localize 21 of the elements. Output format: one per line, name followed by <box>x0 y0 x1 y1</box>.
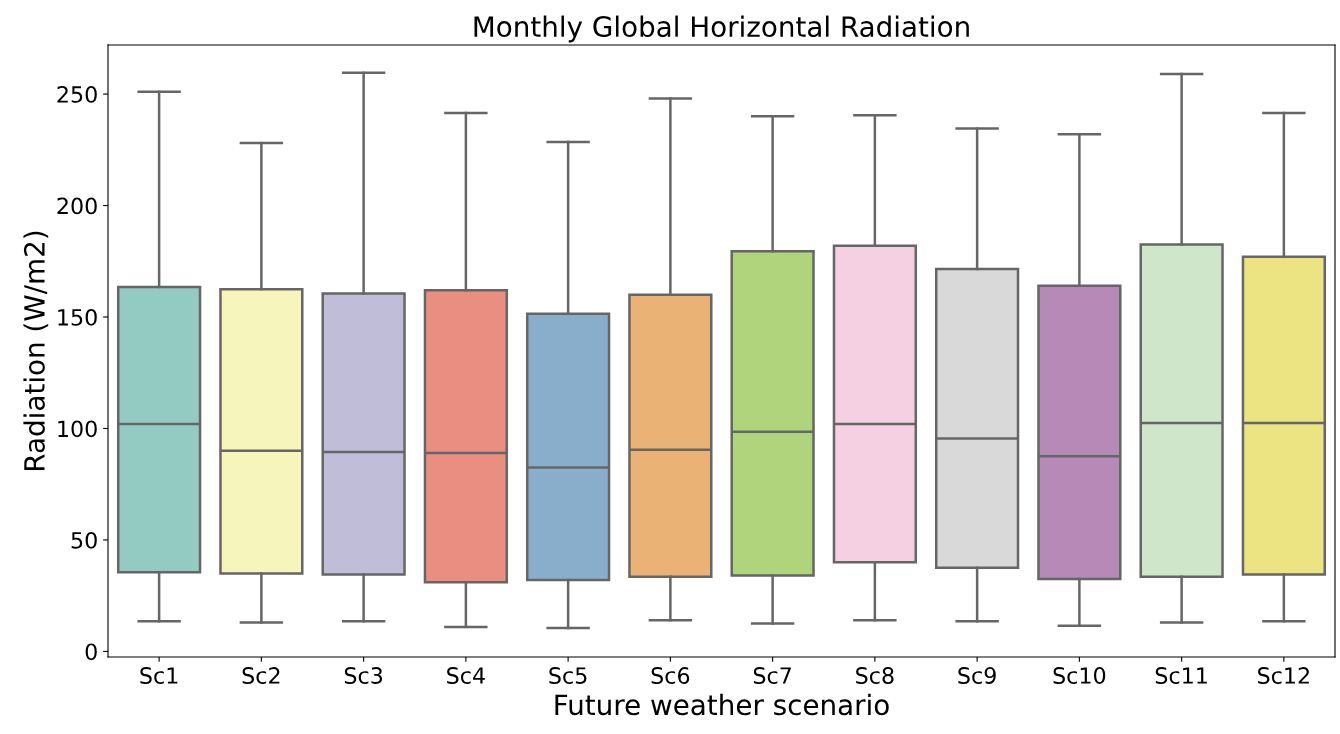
y-tick-label: 150 <box>58 308 97 326</box>
x-tick-label: Sc5 <box>549 667 587 684</box>
x-tick-label: Sc4 <box>447 667 485 684</box>
y-tick-label: 200 <box>57 197 97 215</box>
x-axis-title: Future weather scenario <box>555 693 889 716</box>
x-tick-label: Sc1 <box>140 667 178 684</box>
chart-title: Monthly Global Horizontal Radiation <box>474 15 969 43</box>
y-tick-label: 250 <box>57 86 97 103</box>
x-tick-label: Sc3 <box>344 667 383 684</box>
x-tick-label: Sc10 <box>1053 667 1106 684</box>
x-tick-label: Sc2 <box>242 667 280 684</box>
y-tick-label: 0 <box>85 643 97 661</box>
y-tick-label: 50 <box>71 531 97 549</box>
x-tick-label: Sc6 <box>651 667 690 684</box>
y-axis-title: Radiation (W/m2) <box>23 231 49 470</box>
x-tick-label: Sc8 <box>856 667 894 684</box>
y-tick-label: 100 <box>58 420 97 438</box>
x-tick-label: Sc12 <box>1258 667 1309 684</box>
x-tick-label: Sc11 <box>1155 667 1207 684</box>
x-tick-label: Sc7 <box>753 667 791 684</box>
x-tick-label: Sc9 <box>958 667 996 684</box>
